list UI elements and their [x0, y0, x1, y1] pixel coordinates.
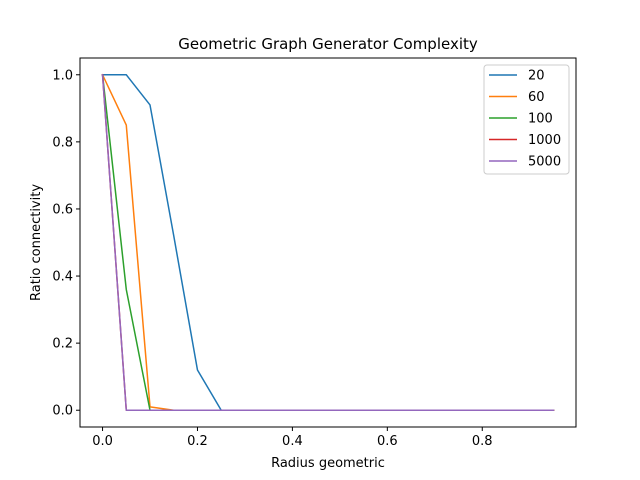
plot-lines: [101, 73, 555, 411]
x-tick-label: 0.8: [472, 434, 493, 449]
legend-label-1000: 1000: [528, 133, 561, 148]
y-axis-label: Ratio connectivity: [29, 184, 44, 301]
y-tick-label: 1.0: [52, 68, 73, 83]
legend: 20 60 100 1000 5000: [483, 64, 570, 175]
y-tick-label: 0.6: [52, 202, 73, 217]
y-axis-ticks: 0.0 0.2 0.4 0.6 0.8 1.0: [52, 68, 80, 419]
x-tick-label: 0.2: [187, 434, 208, 449]
y-tick-label: 0.2: [52, 337, 73, 352]
x-tick-label: 0.4: [282, 434, 303, 449]
legend-label-100: 100: [528, 112, 553, 127]
x-tick-label: 0.0: [92, 434, 113, 449]
chart-title: Geometric Graph Generator Complexity: [178, 35, 478, 53]
series-line-5000: [101, 73, 555, 411]
y-tick-label: 0.4: [52, 270, 73, 285]
x-axis-ticks: 0.0 0.2 0.4 0.6 0.8: [92, 427, 493, 449]
legend-label-5000: 5000: [528, 155, 561, 170]
y-tick-label: 0.0: [52, 404, 73, 419]
x-tick-label: 0.6: [377, 434, 398, 449]
legend-label-20: 20: [528, 69, 545, 84]
plot-frame: [79, 57, 577, 428]
x-axis-label: Radius geometric: [271, 456, 385, 471]
y-tick-label: 0.8: [52, 135, 73, 150]
legend-box: [483, 64, 570, 175]
legend-label-60: 60: [528, 90, 545, 105]
